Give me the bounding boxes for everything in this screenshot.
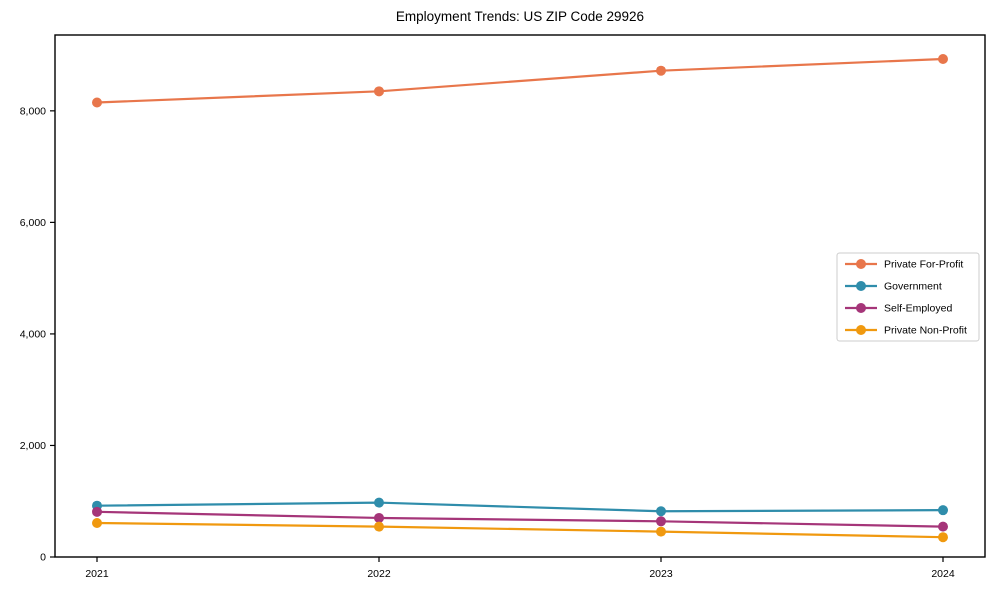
series-line-private-non-profit [96,521,944,539]
legend-label: Private Non-Profit [884,325,967,337]
data-point-private-for-profit [92,97,102,108]
data-point-self-employed [92,506,102,517]
chart-title: Employment Trends: US ZIP Code 29926 [395,9,645,24]
x-tick-label: 2021 [85,568,109,580]
y-tick-label: 6,000 [20,217,46,229]
plot-area [54,34,986,558]
legend-box [836,252,980,342]
legend-label: Private For-Profit [884,259,963,271]
x-tick-label: 2024 [931,568,955,580]
legend-marker [856,303,866,313]
x-tick-label: 2023 [649,568,673,580]
data-point-self-employed [656,516,666,527]
y-tick-label: 4,000 [20,328,46,340]
data-point-government [938,505,948,516]
legend-marker [856,281,866,291]
series-line-government [96,501,944,513]
legend: Private For-Profit Government Self-Employe… [836,252,980,342]
legend-marker [856,259,866,269]
series-line-private-for-profit [96,57,944,104]
y-tick-label: 0 [40,552,46,564]
series-line-self-employed [96,510,944,528]
y-tick-label: 2,000 [20,440,46,452]
data-point-private-for-profit [938,53,948,64]
data-point-private-non-profit [938,532,948,543]
data-point-self-employed [938,521,948,532]
data-point-government [656,506,666,517]
data-point-self-employed [374,512,384,523]
data-point-private-non-profit [374,521,384,532]
legend-item-private-non-profit: Private Non-Profit [845,325,967,337]
data-point-private-for-profit [374,86,384,97]
data-point-private-for-profit [656,65,666,76]
y-tick-label: 8,000 [20,105,46,117]
data-point-private-non-profit [92,517,102,528]
legend-item-government: Government [845,281,942,293]
legend-label: Government [884,281,942,293]
x-tick-label: 2022 [367,568,391,580]
legend-item-private-for-profit: Private For-Profit [845,259,963,271]
legend-marker [856,325,866,335]
legend-label: Self-Employed [884,303,952,315]
legend-item-self-employed: Self-Employed [845,303,952,315]
data-point-government [374,497,384,508]
data-point-private-non-profit [656,526,666,537]
